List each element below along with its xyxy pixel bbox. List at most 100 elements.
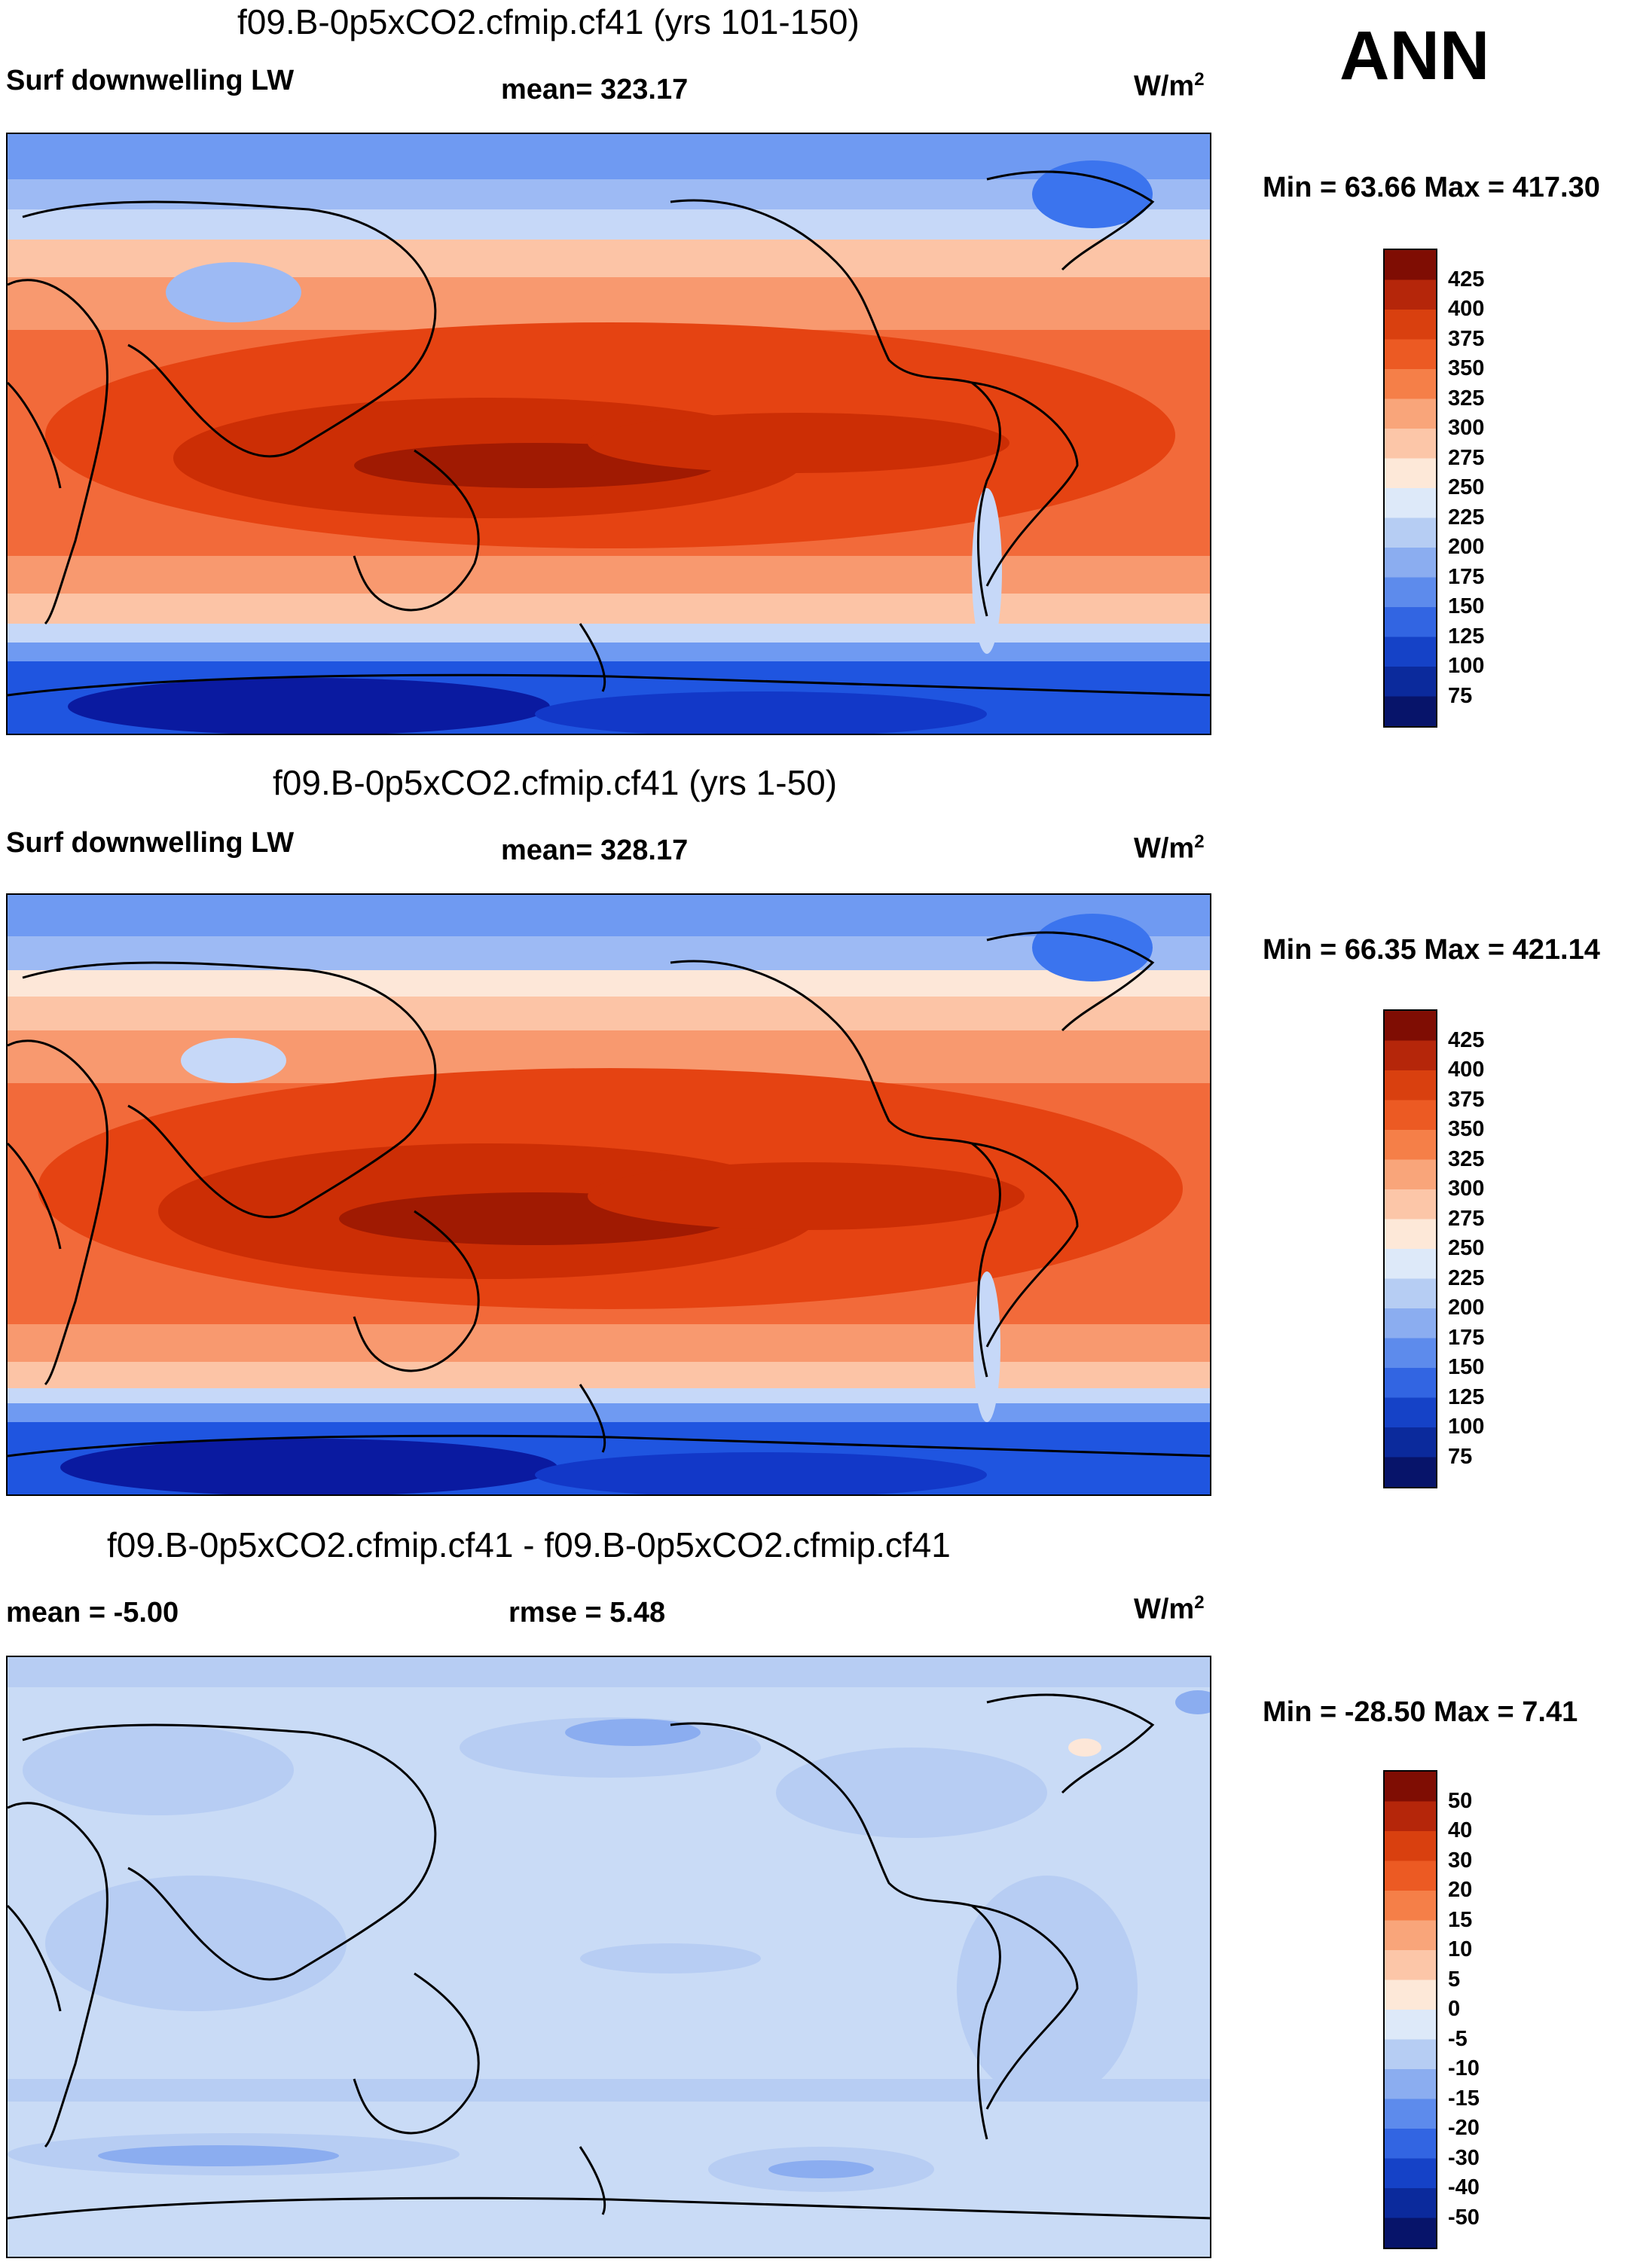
- colorbar-tick-label: -50: [1448, 2205, 1480, 2230]
- colorbar-tick-label: 325: [1448, 1146, 1485, 1171]
- colorbar-swatch: [1385, 429, 1436, 459]
- panel-2-title: f09.B-0p5xCO2.cfmip.cf41 (yrs 1-50): [273, 763, 838, 802]
- colorbar-tick-label: 0: [1448, 1997, 1461, 2021]
- colorbar-tick-label: 200: [1448, 535, 1485, 559]
- colorbar-swatch: [1385, 1831, 1436, 1861]
- panel-1-variable: Surf downwelling LW: [6, 65, 295, 96]
- panel-1-map: [6, 133, 1211, 735]
- colorbar-tick-label: 250: [1448, 475, 1485, 499]
- colorbar-tick-label: 150: [1448, 594, 1485, 618]
- colorbar-swatch: [1385, 1278, 1436, 1309]
- colorbar-swatch: [1385, 398, 1436, 429]
- colorbar-tick-label: 375: [1448, 1087, 1485, 1112]
- colorbar-swatch: [1385, 1130, 1436, 1160]
- colorbar-tick-label: -5: [1448, 2026, 1468, 2051]
- map-surf-lw-yrs-101-150: [8, 134, 1210, 734]
- colorbar-swatch: [1385, 1368, 1436, 1398]
- panel-2-mean: mean= 328.17: [501, 835, 689, 866]
- colorbar-swatch: [1385, 2099, 1436, 2129]
- colorbar-tick-label: 225: [1448, 505, 1485, 530]
- colorbar-tick-label: 15: [1448, 1907, 1473, 1932]
- colorbar-swatch: [1385, 1457, 1436, 1488]
- colorbar-swatch: [1385, 1011, 1436, 1041]
- colorbar-tick-label: 300: [1448, 1177, 1485, 1201]
- colorbar-swatch: [1385, 1980, 1436, 2010]
- panel-2-minmax: Min = 66.35 Max = 421.14: [1263, 934, 1600, 966]
- colorbar-swatch: [1385, 2069, 1436, 2099]
- colorbar-swatch: [1385, 2039, 1436, 2070]
- panel-1-colorbar: [1383, 249, 1437, 728]
- colorbar-swatch: [1385, 339, 1436, 370]
- panel-1-units: W/m2: [1134, 69, 1205, 102]
- colorbar-tick-label: 400: [1448, 1058, 1485, 1082]
- colorbar-tick-label: 100: [1448, 1415, 1485, 1439]
- map-surf-lw-yrs-1-50: [8, 895, 1210, 1494]
- colorbar-swatch: [1385, 1189, 1436, 1219]
- colorbar-tick-label: 30: [1448, 1848, 1473, 1873]
- colorbar-swatch: [1385, 1100, 1436, 1131]
- panel-3-units: W/m2: [1134, 1592, 1205, 1625]
- colorbar-tick-label: 425: [1448, 1027, 1485, 1052]
- colorbar-swatch: [1385, 1219, 1436, 1250]
- colorbar-tick-label: 400: [1448, 297, 1485, 321]
- panel-3-colorbar-swatches: [1385, 1772, 1436, 2248]
- panel-3-minmax: Min = -28.50 Max = 7.41: [1263, 1696, 1578, 1728]
- panel-2-colorbar-swatches: [1385, 1011, 1436, 1488]
- panel-1-colorbar-swatches: [1385, 250, 1436, 727]
- colorbar-swatch: [1385, 458, 1436, 489]
- panel-3-mean: mean = -5.00: [6, 1597, 179, 1629]
- colorbar-swatch: [1385, 2218, 1436, 2248]
- colorbar-tick-label: 250: [1448, 1236, 1485, 1260]
- colorbar-swatch: [1385, 1427, 1436, 1458]
- colorbar-swatch: [1385, 1338, 1436, 1369]
- colorbar-swatch: [1385, 1891, 1436, 1921]
- map-difference: [8, 1657, 1210, 2257]
- colorbar-swatch: [1385, 2129, 1436, 2159]
- colorbar-tick-label: 20: [1448, 1878, 1473, 1902]
- colorbar-tick-label: -30: [1448, 2145, 1480, 2170]
- colorbar-swatch: [1385, 310, 1436, 340]
- colorbar-tick-label: 200: [1448, 1296, 1485, 1320]
- colorbar-swatch: [1385, 1397, 1436, 1428]
- colorbar-tick-label: 175: [1448, 564, 1485, 589]
- colorbar-swatch: [1385, 1040, 1436, 1071]
- panel-2-units: W/m2: [1134, 832, 1205, 865]
- colorbar-swatch: [1385, 1860, 1436, 1891]
- colorbar-tick-label: 100: [1448, 654, 1485, 678]
- colorbar-swatch: [1385, 488, 1436, 518]
- colorbar-tick-label: -40: [1448, 2175, 1480, 2199]
- colorbar-swatch: [1385, 1920, 1436, 1951]
- colorbar-tick-label: 350: [1448, 356, 1485, 380]
- colorbar-swatch: [1385, 279, 1436, 310]
- colorbar-swatch: [1385, 1308, 1436, 1339]
- colorbar-tick-label: 40: [1448, 1818, 1473, 1842]
- panel-3-title: f09.B-0p5xCO2.cfmip.cf41 - f09.B-0p5xCO2…: [107, 1525, 951, 1564]
- colorbar-swatch: [1385, 1249, 1436, 1279]
- colorbar-tick-label: 175: [1448, 1325, 1485, 1350]
- colorbar-tick-label: -20: [1448, 2116, 1480, 2140]
- colorbar-tick-label: 50: [1448, 1788, 1473, 1813]
- colorbar-tick-label: 275: [1448, 445, 1485, 470]
- colorbar-swatch: [1385, 517, 1436, 548]
- colorbar-swatch: [1385, 1159, 1436, 1190]
- colorbar-tick-label: 275: [1448, 1206, 1485, 1231]
- panel-3-colorbar: [1383, 1770, 1437, 2249]
- colorbar-tick-label: 5: [1448, 1967, 1461, 1992]
- colorbar-tick-label: 10: [1448, 1937, 1473, 1961]
- colorbar-swatch: [1385, 1801, 1436, 1832]
- colorbar-swatch: [1385, 696, 1436, 727]
- colorbar-tick-label: 225: [1448, 1265, 1485, 1290]
- panel-2-colorbar: [1383, 1009, 1437, 1488]
- colorbar-tick-label: 75: [1448, 683, 1473, 708]
- panel-3-rmse: rmse = 5.48: [509, 1597, 666, 1629]
- colorbar-swatch: [1385, 369, 1436, 399]
- colorbar-tick-label: 375: [1448, 326, 1485, 351]
- colorbar-tick-label: 425: [1448, 267, 1485, 292]
- colorbar-tick-label: 125: [1448, 1384, 1485, 1409]
- season-label: ANN: [1339, 17, 1490, 94]
- colorbar-swatch: [1385, 548, 1436, 578]
- colorbar-swatch: [1385, 1950, 1436, 1980]
- colorbar-tick-label: -15: [1448, 2086, 1480, 2111]
- colorbar-tick-label: 75: [1448, 1444, 1473, 1469]
- panel-1-title: f09.B-0p5xCO2.cfmip.cf41 (yrs 101-150): [237, 2, 860, 41]
